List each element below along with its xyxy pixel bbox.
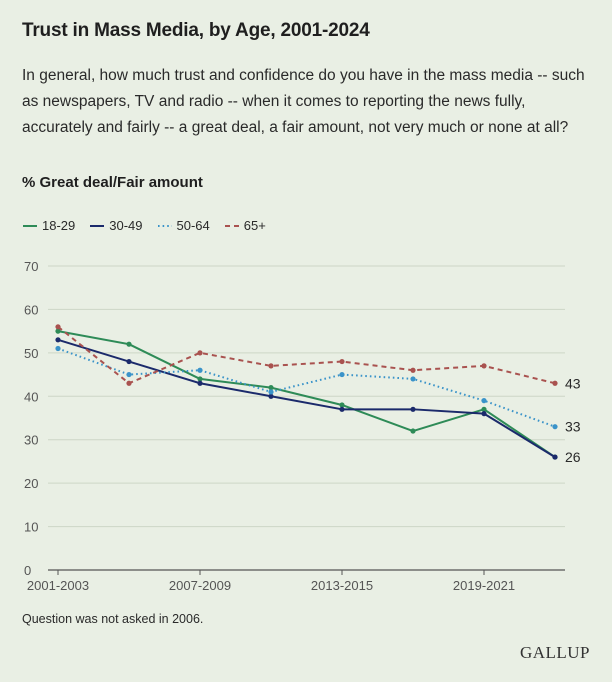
data-point-18-29 [126, 341, 132, 347]
y-tick-label: 70 [24, 259, 38, 274]
x-tick-label: 2007-2009 [169, 578, 231, 593]
legend-item-30-49: 30-49 [89, 218, 143, 233]
series-line-30-49 [57, 338, 556, 458]
data-point-50-64 [126, 371, 132, 378]
data-point-18-29 [268, 385, 274, 391]
y-tick-label: 30 [24, 433, 38, 448]
chart-legend: 18-29 30-49 50-64 65+ [22, 218, 266, 233]
line-chart: 0 10 20 30 40 50 60 70 2001-2003 2007-2009 2013-20… [24, 259, 581, 593]
data-point-50-64 [552, 424, 558, 430]
y-tick-label: 20 [24, 476, 38, 491]
data-point-50-64 [339, 371, 345, 378]
data-point-65+ [268, 363, 274, 369]
data-point-65+ [126, 380, 132, 386]
legend-item-65+: 65+ [224, 218, 266, 233]
legend-swatch [224, 224, 239, 227]
chart-title: Trust in Mass Media, by Age, 2001-2024 [22, 20, 370, 41]
data-point-50-64 [481, 398, 487, 404]
data-point-30-49 [410, 406, 416, 412]
y-tick-label: 50 [24, 346, 38, 361]
x-tick-label: 2001-2003 [27, 578, 89, 593]
data-point-18-29 [197, 376, 203, 382]
data-point-18-29 [481, 406, 487, 412]
series-line-65+ [57, 326, 556, 385]
legend-label: 50-64 [176, 218, 210, 233]
data-point-50-64 [410, 376, 416, 382]
legend-item-18-29: 18-29 [22, 218, 75, 233]
data-point-30-49 [481, 411, 487, 417]
y-tick-label: 10 [24, 520, 38, 535]
end-value-label: 26 [565, 449, 581, 465]
x-tick-label: 2019-2021 [453, 578, 515, 593]
data-point-50-64 [197, 367, 203, 373]
y-tick-label: 40 [24, 389, 38, 404]
data-point-30-49 [197, 380, 203, 386]
legend-label: 30-49 [109, 218, 143, 233]
data-point-30-49 [126, 358, 132, 365]
survey-question: In general, how much trust and confidenc… [22, 67, 585, 136]
gallup-logo: GALLUP [519, 643, 590, 662]
y-tick-label: 60 [24, 302, 38, 317]
data-point-65+ [552, 380, 558, 386]
data-point-18-29 [339, 402, 345, 408]
x-tick-label: 2013-2015 [311, 578, 373, 593]
y-tick-label: 0 [24, 563, 31, 578]
legend-swatch [23, 224, 37, 227]
series-line-50-64 [57, 347, 556, 428]
data-point-65+ [481, 363, 487, 369]
data-point-65+ [55, 324, 61, 330]
data-point-18-29 [55, 328, 61, 334]
data-point-50-64 [268, 389, 274, 395]
end-value-label: 43 [565, 375, 581, 391]
legend-label: 65+ [243, 218, 266, 233]
data-point-30-49 [55, 337, 61, 343]
data-point-50-64 [55, 345, 61, 352]
data-point-30-49 [268, 393, 274, 399]
chart-subtitle: % Great deal/Fair amount [22, 174, 203, 191]
legend-swatch [157, 224, 172, 227]
data-point-18-29 [410, 428, 416, 434]
legend-swatch [90, 224, 105, 227]
data-point-65+ [339, 358, 345, 365]
end-value-label: 33 [565, 419, 581, 435]
data-point-65+ [197, 350, 203, 356]
data-point-65+ [410, 367, 416, 373]
footnote: Question was not asked in 2006. [22, 612, 204, 626]
legend-item-50-64: 50-64 [157, 218, 210, 233]
legend-label: 18-29 [42, 218, 76, 233]
data-point-30-49 [552, 454, 558, 460]
series-line-18-29 [57, 330, 556, 458]
data-point-30-49 [339, 406, 345, 412]
